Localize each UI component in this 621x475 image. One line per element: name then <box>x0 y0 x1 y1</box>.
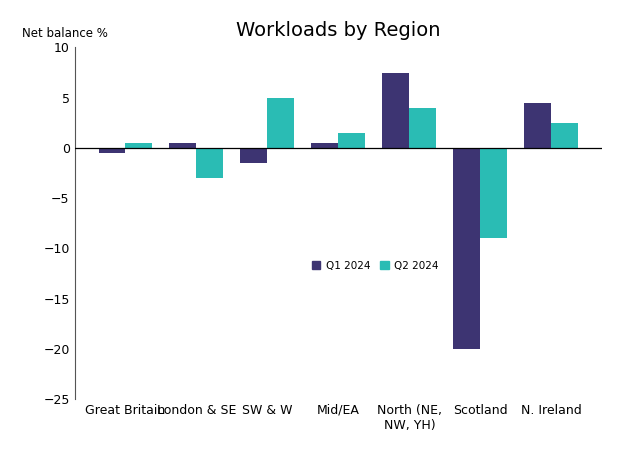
Text: Net balance %: Net balance % <box>22 28 107 40</box>
Bar <box>409 108 437 148</box>
Bar <box>99 148 125 153</box>
Bar <box>338 133 365 148</box>
Bar <box>312 143 338 148</box>
Bar <box>383 73 409 148</box>
Bar <box>481 148 507 238</box>
Bar <box>196 148 224 178</box>
Bar <box>240 148 268 163</box>
Bar <box>524 103 551 148</box>
Bar <box>268 98 294 148</box>
Legend: Q1 2024, Q2 2024: Q1 2024, Q2 2024 <box>312 261 438 271</box>
Bar <box>170 143 196 148</box>
Title: Workloads by Region: Workloads by Region <box>236 21 441 40</box>
Bar <box>453 148 481 349</box>
Bar <box>125 143 153 148</box>
Bar <box>551 123 578 148</box>
